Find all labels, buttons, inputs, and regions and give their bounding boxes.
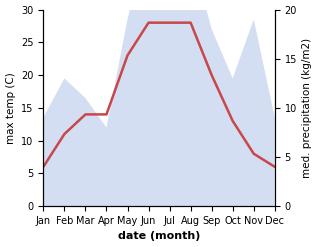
Y-axis label: max temp (C): max temp (C) <box>5 72 16 144</box>
X-axis label: date (month): date (month) <box>118 231 200 242</box>
Y-axis label: med. precipitation (kg/m2): med. precipitation (kg/m2) <box>302 38 313 178</box>
